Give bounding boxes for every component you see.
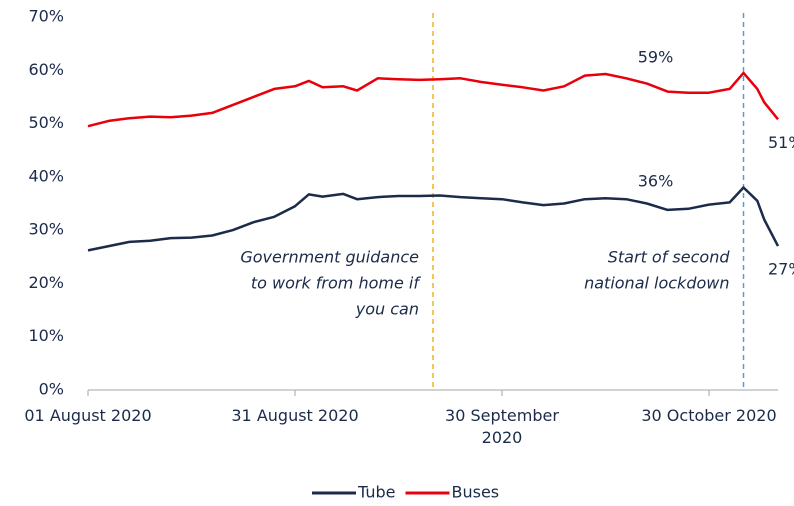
y-tick-label: 50% — [28, 113, 64, 132]
annotation: you can — [355, 300, 419, 319]
data-label: 59% — [638, 48, 674, 67]
data-label: 27% — [768, 260, 794, 279]
data-label: 51% — [768, 133, 794, 152]
y-tick-label: 30% — [28, 220, 64, 239]
y-tick-label: 10% — [28, 326, 64, 345]
y-tick-label: 20% — [28, 273, 64, 292]
annotation: national lockdown — [584, 274, 729, 293]
x-tick-label: 30 October 2020 — [641, 406, 777, 425]
x-tick-label: 01 August 2020 — [24, 406, 152, 425]
x-tick-label: 31 August 2020 — [231, 406, 359, 425]
annotation: Start of second — [608, 248, 731, 267]
annotation: Government guidance — [240, 248, 419, 267]
legend-label: Buses — [451, 483, 499, 502]
annotation: to work from home if — [251, 274, 422, 293]
y-tick-label: 60% — [28, 60, 64, 79]
x-tick-label: 30 September 2020 — [445, 406, 559, 447]
line-series — [87, 186, 780, 252]
y-tick-label: 0% — [39, 380, 64, 399]
data-label: 36% — [638, 172, 674, 191]
legend-label: Tube — [357, 483, 395, 502]
y-tick-label: 70% — [28, 7, 64, 26]
y-tick-label: 40% — [28, 166, 64, 185]
line-series — [87, 71, 779, 128]
